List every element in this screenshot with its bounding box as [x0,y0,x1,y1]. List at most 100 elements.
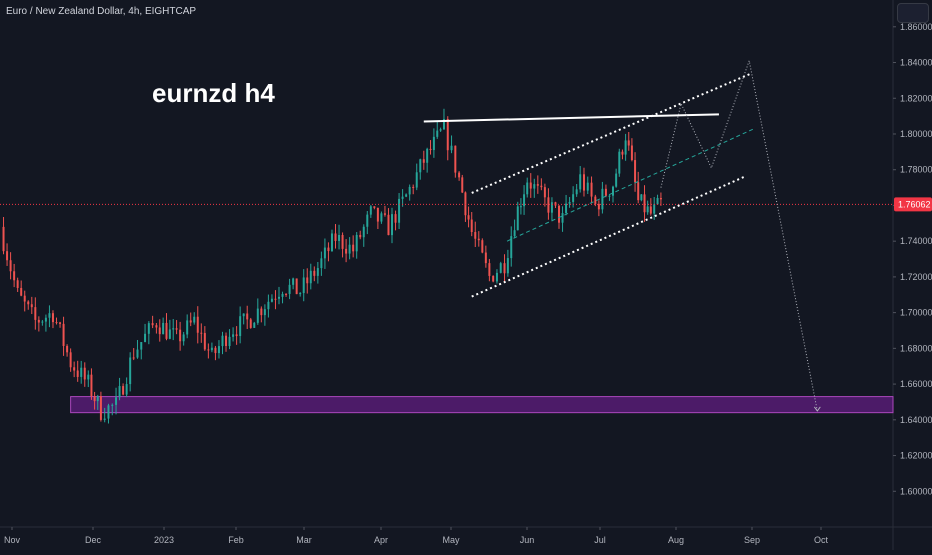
candle-body [140,342,143,350]
candle-body [590,182,593,197]
candle-body [575,189,578,195]
candle-body [51,313,54,323]
candle-body [398,198,401,223]
candle-body [630,145,633,161]
support-zone[interactable] [70,396,894,414]
candle-body [118,386,121,398]
candle-body [408,186,411,195]
current-price-badge [894,197,932,212]
candle-body [415,172,418,188]
candle-body [387,214,390,236]
candle-body [470,219,473,233]
candle-body [604,188,607,196]
candle-body [302,277,305,294]
candle-body [168,329,171,339]
candle-body [196,316,199,333]
y-tick-label: 1.70000 [900,308,932,318]
candle-body [643,194,646,213]
candle-body [513,230,516,237]
candle-body [99,396,102,420]
candle-body [263,309,266,316]
candle-body [59,322,62,324]
candle-body [41,321,44,323]
candle-body [295,278,298,295]
candle-body [103,418,106,420]
candle-body [624,140,627,155]
candle-body [151,323,154,326]
candle-body [136,349,139,358]
candle-body [492,275,495,282]
y-tick-label: 1.86000 [900,22,932,32]
candle-body [586,182,589,191]
candle-body [338,234,341,241]
y-tick-label: 1.84000 [900,58,932,68]
candle-body [73,367,76,371]
channel-mid-line[interactable] [506,128,755,242]
candle-body [189,320,192,323]
candle-body [62,323,65,346]
candle-body [203,333,206,350]
candle-body [9,260,12,272]
candle-body [436,130,439,137]
candle-body [543,187,546,198]
candle-body [111,404,114,406]
candle-body [391,214,394,236]
candle-body [242,313,245,317]
chart-options-button[interactable] [897,3,929,23]
candle-body [579,174,582,190]
candle-body [369,206,372,215]
candle-body [76,370,79,377]
candle-body [270,298,273,302]
candle-body [627,140,630,146]
x-tick-label: May [442,535,460,545]
x-tick-label: Oct [814,535,829,545]
candle-body [656,198,659,205]
candle-body [597,203,600,210]
candle-body [232,334,235,337]
candle-body [359,234,362,238]
candle-body [48,313,51,318]
candle-body [214,347,217,354]
candle-body [132,357,135,359]
candle-body [376,207,379,222]
candle-body [23,295,26,302]
candle-body [260,308,263,316]
candle-body [158,327,161,335]
candle-body [467,215,470,220]
candle-body [107,405,110,419]
candle-body [621,151,624,155]
y-tick-label: 1.78000 [900,165,932,175]
channel-upper-line[interactable] [471,72,753,194]
channel-lower-line[interactable] [471,175,745,298]
candle-body [306,277,309,284]
candle-body [320,258,323,269]
candle-body [646,206,649,213]
candle-body [162,322,165,335]
candle-body [355,234,358,252]
candle-body [454,145,457,173]
candle-body [611,186,614,196]
candle-body [429,148,432,151]
candle-body [182,334,185,342]
candle-body [426,148,429,163]
y-tick-label: 1.72000 [900,272,932,282]
candle-body [519,206,522,208]
candle-body [516,206,519,231]
candle-body [401,196,404,199]
candle-body [87,374,90,380]
candle-body [115,397,118,405]
projection-path[interactable] [660,58,818,411]
candle-body [316,268,319,276]
candle-body [615,173,618,187]
candle-body [165,322,168,339]
resistance-line[interactable] [423,113,719,123]
candle-body [253,322,256,328]
candle-body [488,263,491,276]
candle-body [450,145,453,151]
candle-body [186,320,189,335]
candle-body [144,333,147,343]
candle-body [80,367,83,377]
candle-body [659,198,662,200]
